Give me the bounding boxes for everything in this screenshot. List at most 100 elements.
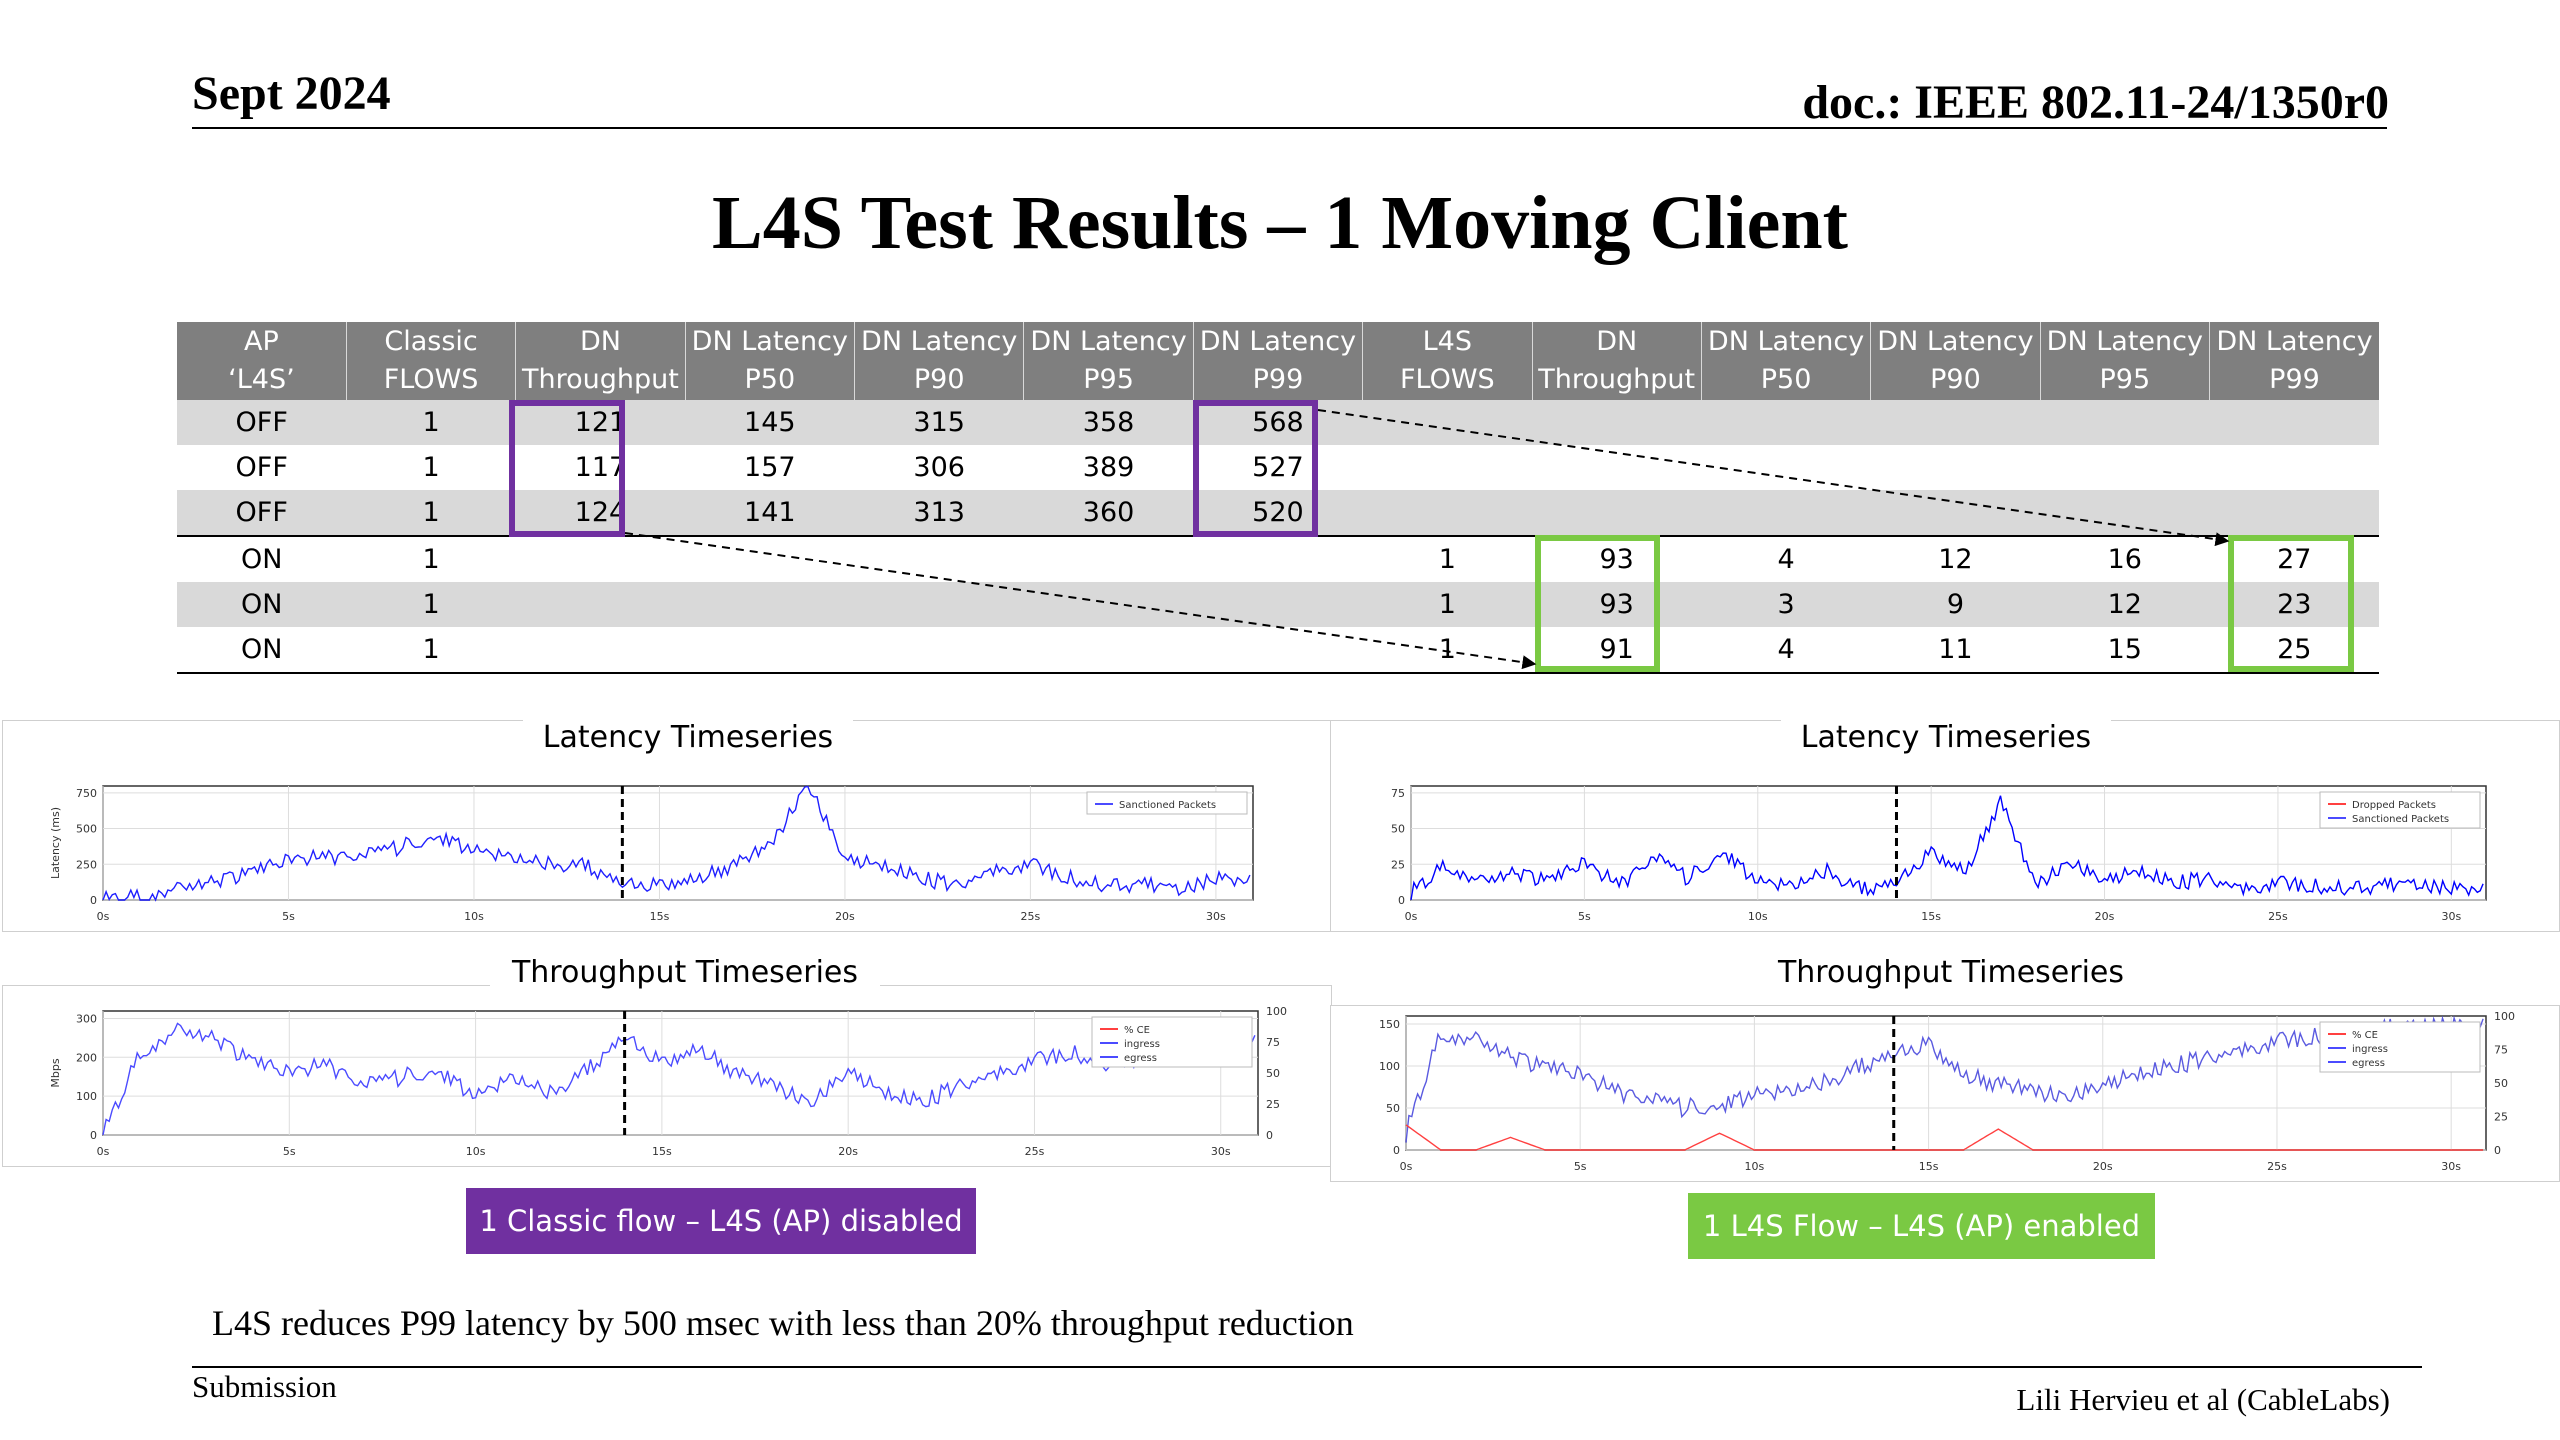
legend-label: % CE	[1124, 1025, 1150, 1036]
header-line: DN Latency	[1707, 326, 1865, 357]
y-tick-label: 200	[76, 1051, 97, 1064]
series-line-ingress	[1405, 1015, 2484, 1143]
y-tick-label: 100	[76, 1090, 97, 1103]
x-tick-label: 30s	[2441, 910, 2461, 923]
y-axis-label: Mbps	[49, 1058, 62, 1087]
table-cell: 121	[515, 400, 686, 445]
header-line: L4S	[1422, 326, 1472, 357]
table-cell: 1	[1362, 582, 1532, 627]
table-row: OFF 1 121 145 315 358 568	[177, 400, 2379, 445]
table-row: ON 1 1 91 4 11 15 25	[177, 627, 2379, 674]
table-cell: OFF	[235, 452, 288, 483]
table-cell	[1532, 490, 1702, 536]
table-cell	[2040, 445, 2209, 490]
right-throughput-panel: Throughput Timeseries 0s 5s 10s 15s 20s 25s 30…	[1330, 948, 2560, 1182]
y2-tick-label: 100	[2494, 1010, 2515, 1023]
legend-box	[1091, 1016, 1253, 1068]
y2-tick-label: 0	[1266, 1129, 1273, 1142]
table-row: ON 1 1 93 4 12 16 27	[177, 535, 2379, 582]
table-cell	[2210, 445, 2380, 490]
table-cell: 15	[2040, 627, 2210, 674]
left-throughput-panel: Throughput Timeseries 0s 5s 10s 15s 20s 25s 30…	[2, 948, 1332, 1167]
x-tick-label: 10s	[1748, 910, 1768, 923]
legend-label: Dropped Packets	[2352, 800, 2436, 811]
header-line: FLOWS	[1399, 364, 1495, 395]
table-cell: ON	[177, 535, 347, 582]
x-tick-label: 30s	[2441, 1160, 2461, 1173]
header-line: DN Latency	[2046, 326, 2203, 357]
table-cell	[1023, 627, 1194, 674]
x-tick-label: 25s	[2268, 910, 2288, 923]
table-cell: 389	[1082, 452, 1135, 483]
y-tick-label: 150	[1379, 1018, 1400, 1031]
table-cell: 313	[854, 490, 1024, 536]
x-tick-label: 5s	[283, 1145, 296, 1158]
legend-label: Sanctioned Packets	[1119, 800, 1216, 811]
y2-tick-label: 50	[2494, 1077, 2508, 1090]
table-header-cell: DN Latency P95	[2040, 322, 2211, 400]
x-tick-label: 10s	[466, 1145, 486, 1158]
table-cell	[1362, 400, 1532, 445]
table-cell	[2209, 400, 2379, 445]
table-cell: 157	[744, 452, 796, 483]
legend-box	[1086, 791, 1248, 815]
table-cell	[1362, 490, 1532, 536]
x-tick-label: 0s	[97, 910, 110, 923]
legend-box	[2319, 1021, 2481, 1073]
header-line: Classic	[384, 326, 478, 357]
y-tick-label: 0	[1393, 1144, 1400, 1157]
right-throughput-chart: 0s 5s 10s 15s 20s 25s 30s 0 50 100 150 0 25 50 75 100 % …	[1346, 1006, 2556, 1176]
table-cell: 1	[346, 535, 516, 582]
left-caption: 1 Classic flow – L4S (AP) disabled	[466, 1188, 976, 1254]
table-cell	[515, 582, 686, 627]
table-header-cell: DN Throughput	[515, 322, 686, 400]
table-cell: 141	[685, 490, 855, 536]
footer-rule	[192, 1366, 2422, 1368]
table-cell: 568	[1193, 400, 1363, 445]
legend-label: ingress	[2352, 1044, 2388, 1055]
table-cell: OFF	[177, 400, 347, 445]
header-line: DN Latency	[2216, 326, 2373, 357]
legend-label: % CE	[2352, 1030, 2378, 1041]
header-line: DN Latency	[691, 326, 848, 357]
x-tick-label: 5s	[282, 910, 295, 923]
summary-text: L4S reduces P99 latency by 500 msec with…	[212, 1303, 1354, 1343]
series-line--ce	[1405, 1124, 2484, 1151]
header-line: ‘L4S’	[228, 364, 295, 395]
x-tick-label: 0s	[1405, 910, 1418, 923]
table-cell	[685, 627, 855, 674]
table-cell	[1193, 535, 1363, 582]
x-tick-label: 25s	[1025, 1145, 1045, 1158]
table-cell	[1701, 400, 1871, 445]
x-tick-label: 0s	[97, 1145, 110, 1158]
table-header-row: AP ‘L4S’ Classic FLOWS DN Throughput DN Latenc…	[177, 322, 2379, 400]
table-cell	[515, 535, 686, 582]
table-cell	[2040, 400, 2210, 445]
right-caption: 1 L4S Flow – L4S (AP) enabled	[1688, 1193, 2155, 1259]
header-line: P99	[2269, 364, 2320, 395]
table-cell: 12	[1870, 535, 2041, 582]
x-tick-label: 15s	[1921, 910, 1941, 923]
table-cell	[515, 627, 686, 674]
table-cell: 360	[1023, 490, 1194, 536]
table-header-cell: DN Latency P90	[1870, 322, 2041, 400]
x-tick-label: 0s	[1400, 1160, 1413, 1173]
y-axis-label: Latency (ms)	[49, 807, 62, 879]
table-cell: ON	[177, 627, 347, 674]
right-throughput-title: Throughput Timeseries	[1756, 948, 2146, 998]
y-tick-label: 50	[1386, 1102, 1400, 1115]
legend-label: egress	[2352, 1058, 2385, 1069]
table-cell: 306	[913, 452, 965, 483]
table-cell: 527	[1252, 452, 1304, 483]
header-line: DN Latency	[1030, 326, 1187, 357]
table-header-cell: DN Latency P50	[1701, 322, 1872, 400]
header-line: FLOWS	[383, 364, 479, 395]
footer-author: Lili Hervieu et al (CableLabs)	[2016, 1382, 2390, 1417]
table-cell	[1871, 445, 2040, 490]
plot-area	[102, 1010, 1259, 1136]
table-cell: 12	[2040, 582, 2210, 627]
x-tick-label: 5s	[1574, 1160, 1587, 1173]
table-cell: 117	[574, 452, 627, 483]
table-cell	[1532, 400, 1702, 445]
right-latency-svg: 0s 5s 10s 15s 20s 25s 30s 0 25 50 75 Dropped Packet…	[1391, 785, 2487, 923]
